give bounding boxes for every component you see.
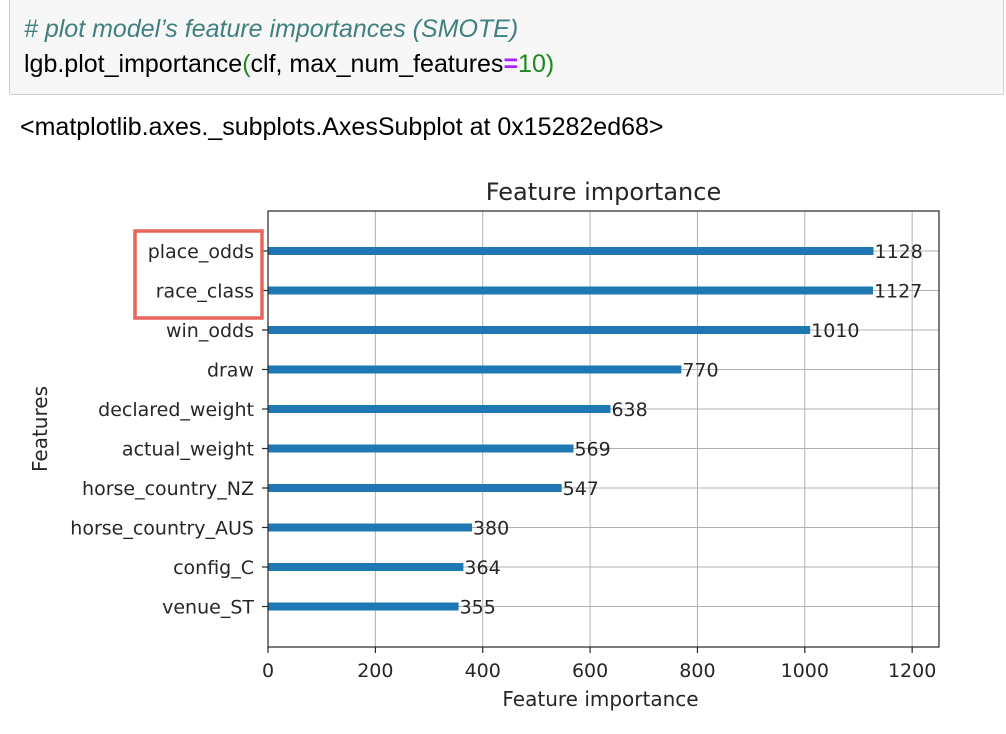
x-axis-label: Feature importance: [502, 687, 698, 711]
code-number: 10: [518, 50, 546, 78]
x-tick-label: 1000: [781, 660, 829, 682]
chart-title: Feature importance: [486, 178, 721, 206]
code-open-paren: (: [242, 50, 251, 78]
y-tick-label: declared_weight: [98, 399, 254, 421]
bar-value-label: 380: [473, 518, 509, 540]
code-arguments: clf, max_num_features: [250, 50, 504, 78]
x-tick-label: 200: [357, 660, 393, 682]
y-tick-label: actual_weight: [122, 439, 254, 461]
y-tick-label: config_C: [173, 557, 254, 579]
bar-win-odds: [268, 326, 811, 334]
y-tick-label: place_odds: [148, 241, 254, 263]
code-equals: =: [503, 50, 519, 78]
bars: [268, 247, 874, 611]
x-tick-label: 1200: [888, 660, 936, 682]
x-tick-labels: 0 200 400 600 800 1000 1200: [262, 647, 936, 682]
bar-horse-country-NZ: [268, 484, 562, 492]
bar-value-label: 364: [464, 557, 500, 579]
bar-value-label: 1127: [874, 281, 922, 303]
bar-place-odds: [268, 247, 874, 255]
code-function-name: lgb.plot_importance: [24, 50, 243, 78]
bar-horse-country-AUS: [268, 523, 472, 532]
x-tick-label: 0: [262, 660, 274, 682]
highlight-box: [133, 229, 264, 320]
y-axis-label: Features: [28, 386, 52, 472]
y-tick-label: win_odds: [166, 320, 254, 342]
bar-draw: [268, 365, 682, 374]
bar-value-label: 1128: [875, 241, 923, 263]
bar-value-label: 569: [574, 439, 610, 461]
y-tick-label: horse_country_AUS: [70, 518, 254, 540]
x-tick-label: 800: [679, 660, 715, 682]
bar-venue-ST: [268, 602, 459, 611]
bar-value-label: 355: [460, 597, 496, 619]
code-call-line: lgb.plot_importance(clf, max_num_feature…: [24, 49, 554, 79]
y-tick-label: horse_country_NZ: [82, 478, 254, 500]
y-tick-label: race_class: [156, 281, 254, 303]
output-repr: <matplotlib.axes._subplots.AxesSubplot a…: [20, 113, 664, 141]
grid-lines: [267, 211, 939, 647]
bar-actual-weight: [268, 444, 574, 453]
plot-frame: [267, 210, 940, 648]
code-cell[interactable]: # plot model’s feature importances (SMOT…: [9, 0, 1004, 95]
bar-config-C: [268, 563, 464, 571]
x-tick-label: 600: [572, 660, 608, 682]
code-comment: # plot model’s feature importances (SMOT…: [24, 15, 519, 43]
bar-race-class: [268, 286, 873, 295]
y-tick-label: draw: [207, 360, 254, 382]
y-tick-label: venue_ST: [162, 597, 254, 619]
bar-value-label: 770: [682, 360, 718, 382]
bar-declared-weight: [268, 405, 611, 413]
bar-value-label: 1010: [811, 320, 859, 342]
x-tick-label: 400: [465, 660, 501, 682]
code-close-paren: ): [545, 50, 555, 78]
bar-value-label: 547: [563, 478, 599, 500]
bar-value-label: 638: [611, 399, 647, 421]
